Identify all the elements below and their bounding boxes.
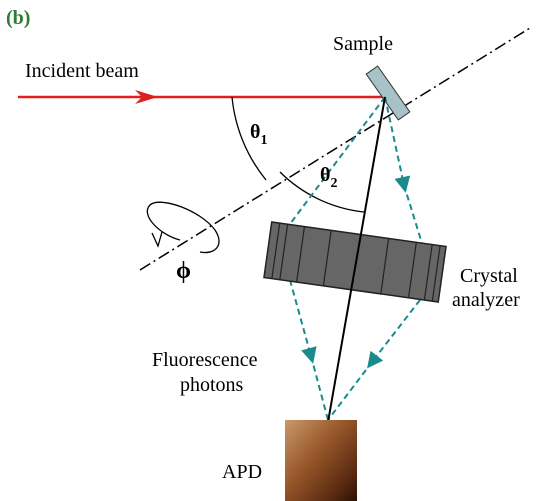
- panel-label: (b): [6, 7, 30, 29]
- apd-detector: [285, 420, 357, 501]
- photons-label: photons: [180, 374, 244, 396]
- crystal-label: Crystal: [460, 265, 518, 287]
- phi-label: ϕ: [176, 258, 191, 284]
- apd-label: APD: [222, 461, 262, 483]
- diagram: (b) Sample Incident beam θ1 θ2 ϕ Crystal…: [0, 0, 545, 501]
- analyzer-label: analyzer: [452, 289, 520, 311]
- incident-beam-label: Incident beam: [25, 60, 139, 82]
- theta1-label: θ1: [250, 121, 267, 148]
- sample-label: Sample: [333, 33, 393, 55]
- phi-arrowhead: [152, 232, 162, 246]
- fluorescence-label: Fluorescence: [152, 349, 258, 371]
- theta2-label: θ2: [320, 164, 337, 191]
